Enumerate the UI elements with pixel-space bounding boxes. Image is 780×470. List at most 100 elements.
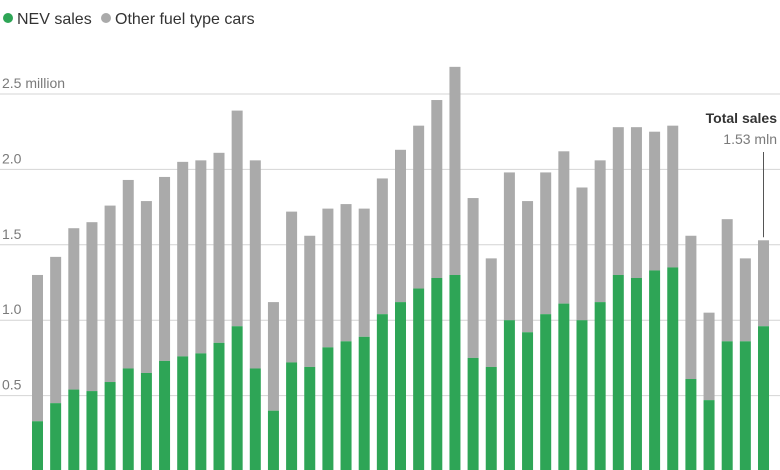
bar-other-fuel [376,178,388,315]
bar-nev [449,274,461,470]
bar-group [376,178,388,470]
bar-other-fuel [558,151,570,304]
bar-other-fuel [630,127,642,278]
total-sales-annotation: Total sales 1.53 mln [706,110,778,238]
bar-group [159,176,171,470]
bar-other-fuel [358,208,370,337]
bar-nev [376,314,388,470]
bar-other-fuel [50,256,62,404]
bar-other-fuel [667,125,679,268]
bar-nev [667,267,679,470]
bar-nev [540,314,552,470]
bar-nev [68,389,80,470]
bar-other-fuel [485,258,497,367]
bar-group [231,110,243,470]
bar-other-fuel [140,201,152,373]
y-tick-label: 1.0 [2,301,22,317]
bar-other-fuel [304,235,316,367]
bar-nev [177,356,189,470]
bar-nev [122,368,134,470]
bar-group [358,208,370,470]
bar-nev [213,342,225,470]
bar-nev [649,270,661,470]
bar-group [540,172,552,470]
legend-label-nev: NEV sales [17,11,92,28]
bar-nev [195,353,207,470]
bar-nev [395,302,406,470]
bar-other-fuel [413,125,425,289]
bar-nev [304,366,316,470]
bars [32,66,769,470]
bar-other-fuel [267,302,279,411]
bar-group [304,235,316,470]
bar-group [739,258,751,470]
bar-group [32,274,43,470]
bar-group [267,302,279,470]
annotation-title: Total sales [706,110,778,126]
bar-nev [104,382,116,470]
bar-other-fuel [68,228,80,390]
bar-nev [612,274,624,470]
bar-group [649,131,661,470]
bar-group [395,149,406,470]
bar-nev [140,372,152,470]
bar-nev [358,336,370,470]
y-axis-ticks: 0.5 1.0 1.5 2.0 2.5 million [2,75,65,393]
bar-other-fuel [286,211,298,363]
bar-group [249,160,261,470]
bar-other-fuel [159,176,171,361]
legend-swatch-nev [3,13,13,23]
bar-nev [249,368,261,470]
legend-label-other: Other fuel type cars [115,11,255,28]
bar-other-fuel [649,131,661,271]
bar-nev [413,288,425,470]
y-tick-label: 2.0 [2,150,22,166]
bar-other-fuel [685,235,697,380]
bar-other-fuel [249,160,261,369]
bar-group [721,219,733,470]
bar-nev [267,410,279,470]
bar-nev [739,341,751,470]
bar-group [522,201,534,470]
annotation-value: 1.53 mln [723,131,777,147]
bar-other-fuel [449,66,461,275]
bar-group [177,161,189,470]
bar-group [576,187,588,470]
bar-other-fuel [522,201,534,333]
bar-other-fuel [431,100,443,278]
bar-nev [758,326,769,470]
bar-nev [32,421,43,470]
legend-swatch-other [101,13,111,23]
bar-nev [467,357,479,470]
bar-group [122,179,134,470]
bar-nev [703,400,715,470]
bar-group [485,258,497,470]
bar-nev [630,277,642,470]
bar-group [431,100,443,470]
bar-group [195,160,207,470]
bar-group [758,240,769,470]
bar-nev [558,303,570,470]
bar-other-fuel [195,160,207,354]
bar-other-fuel [721,219,733,342]
bar-group [140,201,152,470]
bar-other-fuel [576,187,588,321]
bar-other-fuel [32,274,43,422]
bar-group [503,172,515,470]
bar-other-fuel [739,258,751,342]
bar-other-fuel [540,172,552,315]
bar-group [667,125,679,470]
bar-nev [86,391,98,470]
bar-nev [431,277,443,470]
legend: NEV sales Other fuel type cars [3,11,255,28]
bar-other-fuel [703,312,715,401]
bar-group [558,151,570,470]
bar-other-fuel [612,127,624,275]
bar-nev [503,320,515,470]
bar-group [612,127,624,470]
bar-group [630,127,642,470]
bar-other-fuel [231,110,243,327]
bar-nev [594,302,606,470]
bar-nev [231,326,243,470]
